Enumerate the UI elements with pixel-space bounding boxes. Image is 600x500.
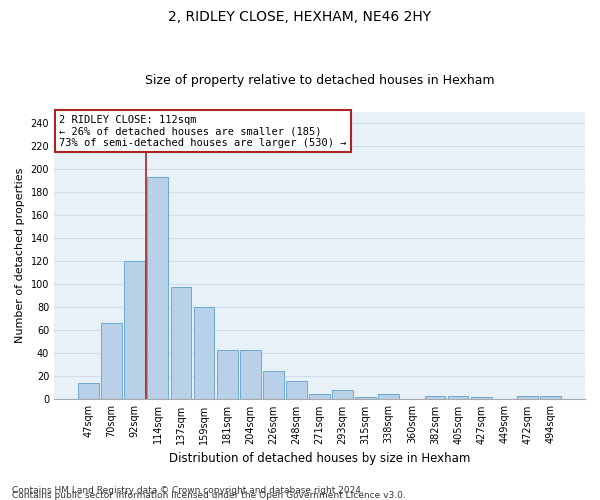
Text: Contains public sector information licensed under the Open Government Licence v3: Contains public sector information licen… [12,491,406,500]
Bar [148,178,168,400]
Bar [170,286,191,400]
Text: 2 RIDLEY CLOSE: 112sqm
← 26% of detached houses are smaller (185)
73% of semi-de: 2 RIDLEY CLOSE: 112sqm ← 26% of detached… [59,114,347,148]
Bar [124,262,145,400]
Bar [471,397,491,400]
Bar [540,396,561,400]
Bar [332,390,353,400]
Title: Size of property relative to detached houses in Hexham: Size of property relative to detached ho… [145,74,494,87]
X-axis label: Distribution of detached houses by size in Hexham: Distribution of detached houses by size … [169,452,470,465]
Bar [101,324,122,400]
Bar [355,397,376,400]
Bar [240,350,260,400]
Bar [448,396,469,400]
Bar [217,350,238,400]
Bar [517,396,538,400]
Bar [309,394,330,400]
Text: Contains HM Land Registry data © Crown copyright and database right 2024.: Contains HM Land Registry data © Crown c… [12,486,364,495]
Bar [263,370,284,400]
Bar [379,394,399,400]
Bar [78,384,99,400]
Bar [286,381,307,400]
Bar [425,396,445,400]
Y-axis label: Number of detached properties: Number of detached properties [15,168,25,344]
Bar [194,308,214,400]
Text: 2, RIDLEY CLOSE, HEXHAM, NE46 2HY: 2, RIDLEY CLOSE, HEXHAM, NE46 2HY [169,10,431,24]
